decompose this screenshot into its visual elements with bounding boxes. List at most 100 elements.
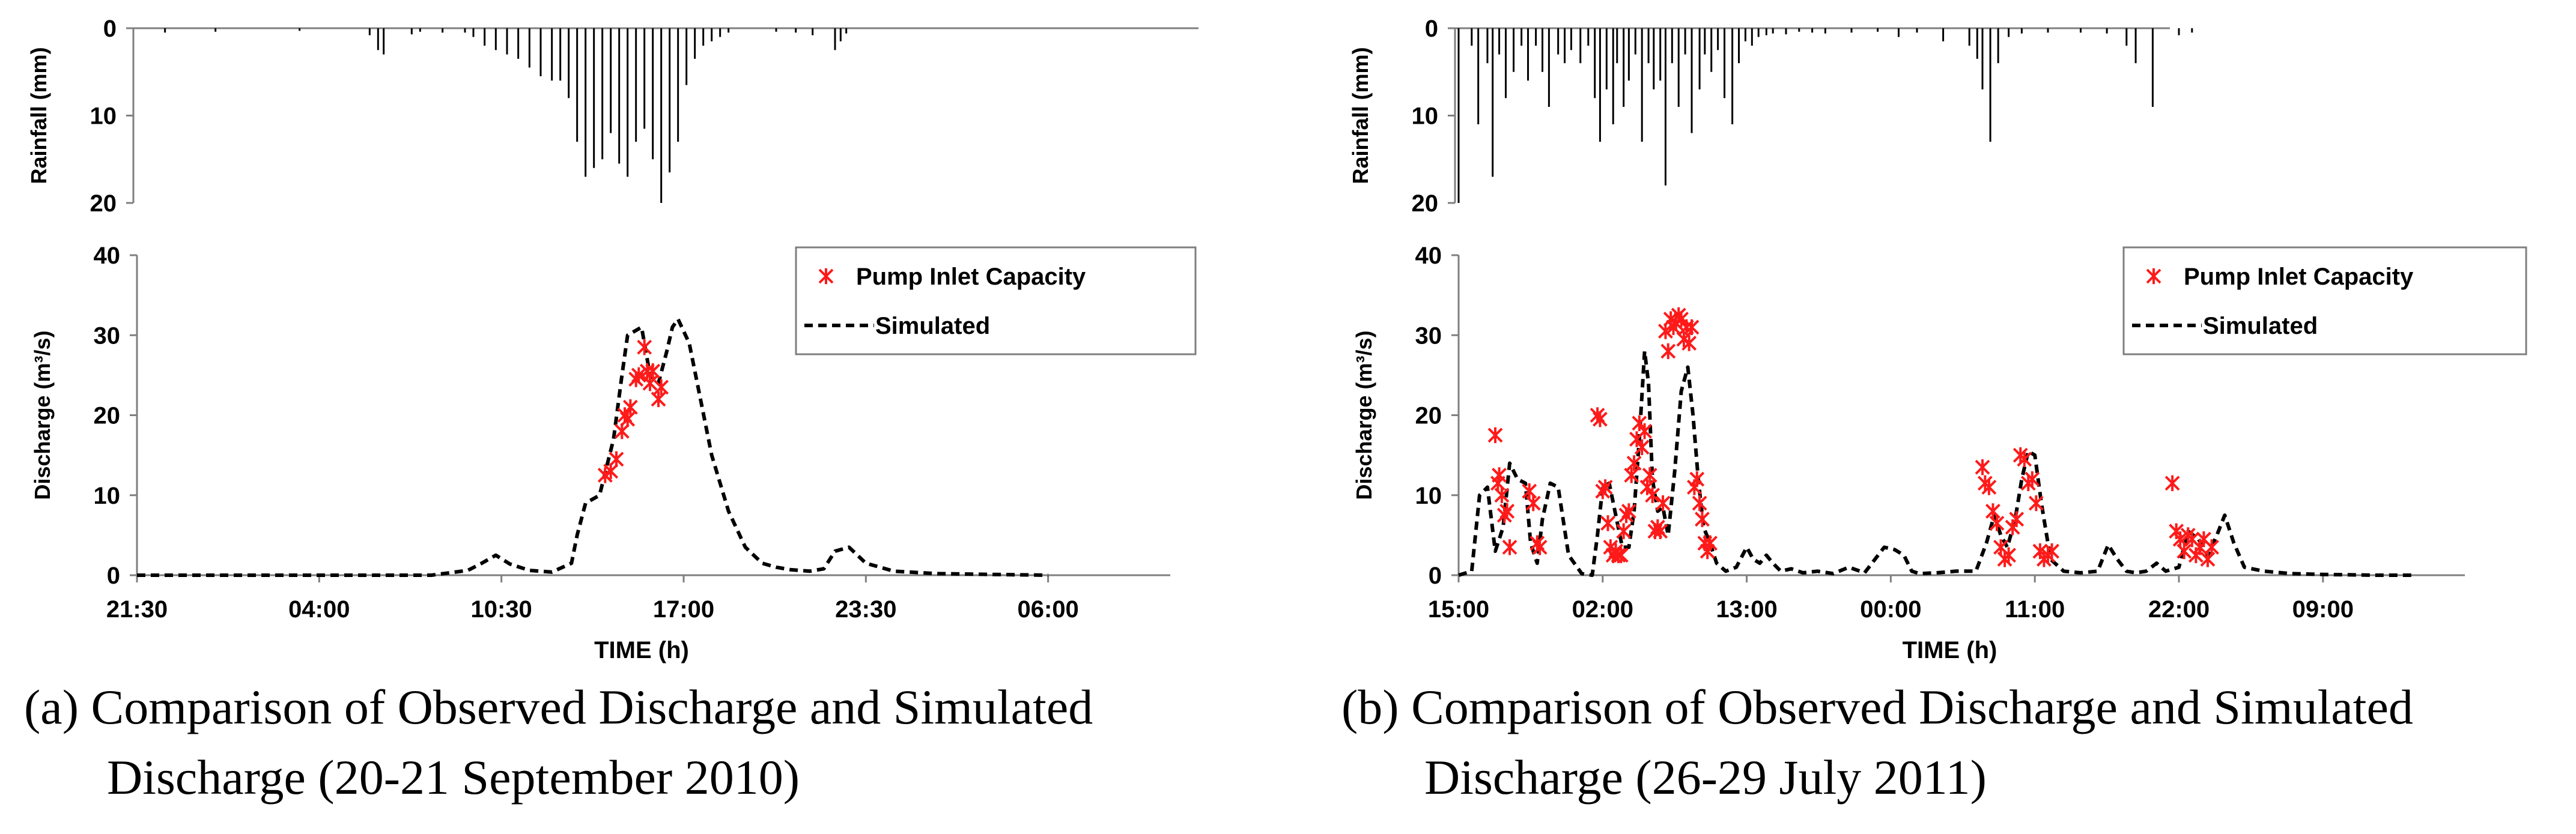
discharge-plot: 0 10 20 30 40 21:30 04:00 10:30 17:00 23:30 06:00 T… [30,243,1197,663]
legend-box [2122,246,2527,355]
observed-point [642,375,658,391]
observed-point [622,399,638,415]
observed-point [2001,547,2017,563]
observed-point [2025,471,2040,488]
observed-point [1600,515,1615,531]
discharge-y-tick-label: 0 [107,563,120,589]
observed-point [1487,427,1503,444]
observed-point [1532,539,1548,555]
discharge-x-tick-label: 04:00 [288,596,350,623]
rainfall-plot: 0 10 20 Rainfall (mm) [26,16,1198,217]
discharge-y-tick-label: 20 [94,403,121,429]
observed-point [1597,479,1613,495]
observed-point [2017,451,2032,467]
legend-observed-label: Pump Inlet Capacity [856,264,1086,290]
observed-point [1653,523,1668,539]
discharge-x-tick-label: 02:00 [1572,596,1633,623]
observed-point [1703,535,1718,551]
discharge-x-tick-label: 21:30 [106,596,168,623]
legend-observed-marker [818,268,834,285]
observed-point [2009,511,2025,527]
observed-point [2164,475,2180,491]
observed-point [1689,471,1705,488]
discharge-y-tick-label: 10 [1415,483,1442,509]
observed-point [654,379,669,396]
observed-point [631,367,646,384]
rainfall-y-axis-label: Rainfall (mm) [26,47,51,184]
discharge-y-axis-label: Discharge (m³/s) [30,330,55,500]
legend: Pump Inlet Capacity Simulated [795,246,1197,355]
discharge-y-axis-label: Discharge (m³/s) [1352,330,1376,500]
observed-point [1494,487,1510,503]
observed-point [1492,467,1507,483]
legend-box [795,246,1197,355]
discharge-x-tick-label: 09:00 [2292,596,2354,623]
observed-point [1613,547,1629,563]
observed-point [1975,459,1990,476]
simulated-series-line [1458,349,2415,577]
observed-point [1681,335,1697,351]
discharge-x-tick-label: 15:00 [1428,596,1489,623]
observed-point [1634,439,1650,455]
discharge-y-tick-label: 0 [1429,563,1442,589]
observed-point [1525,495,1541,512]
discharge-y-tick-label: 30 [1415,322,1442,349]
observed-point [1637,423,1652,440]
observed-point [645,363,661,379]
discharge-x-tick-label: 11:00 [2005,596,2065,623]
rainfall-y-tick-label: 10 [1412,103,1439,130]
observed-point [651,391,666,408]
legend-simulated-label: Simulated [2203,313,2318,339]
observed-point [1695,511,1710,527]
discharge-x-tick-label: 22:00 [2148,596,2210,623]
observed-point [1981,479,1997,495]
discharge-x-tick-label: 17:00 [653,596,714,623]
observed-point [2028,495,2044,512]
observed-point [2044,543,2059,560]
discharge-y-tick-label: 20 [1415,403,1442,429]
observed-point [1626,455,1642,471]
discharge-x-tick-label: 10:30 [471,596,532,623]
discharge-x-axis-label: TIME (h) [1903,637,1997,663]
caption-line-1: (b) Comparison of Observed Discharge and… [1341,680,2413,734]
observed-point [609,451,624,467]
discharge-x-tick-label: 06:00 [1018,596,1079,623]
observed-point [1692,495,1707,512]
observed-point [1624,467,1639,483]
observed-point [2177,543,2192,560]
discharge-x-tick-label: 13:00 [1716,596,1777,623]
observed-point [1645,487,1660,503]
discharge-y-tick-label: 30 [94,322,121,349]
caption-line-1: (a) Comparison of Observed Discharge and… [24,680,1093,734]
observed-point [637,339,652,355]
panel-b: 0 10 20 Rainfall (mm) 0 10 20 30 40 15:00 02:00 13:… [1341,16,2527,805]
discharge-y-tick-label: 40 [1415,243,1442,269]
observed-point [1655,495,1671,512]
rainfall-y-tick-label: 0 [1425,16,1438,42]
rainfall-y-tick-label: 20 [1412,190,1439,217]
discharge-x-tick-label: 00:00 [1860,596,1921,623]
legend: Pump Inlet Capacity Simulated [2122,246,2527,355]
discharge-y-tick-label: 40 [94,243,121,269]
legend-observed-marker [2146,268,2161,285]
observed-point [1621,503,1636,519]
panel-a: 0 10 20 Rainfall (mm) 0 10 20 30 40 21:30 04:00 10:… [24,16,1198,805]
legend-simulated-label: Simulated [875,313,990,339]
observed-point [1989,515,2005,531]
observed-point [1660,343,1676,360]
rainfall-y-tick-label: 10 [90,103,117,130]
observed-point [2204,539,2219,555]
observed-point [1642,467,1657,483]
caption-line-2: Discharge (26-29 July 2011) [1424,750,1987,805]
rainfall-y-tick-label: 0 [103,16,117,42]
observed-point [1616,523,1632,539]
rainfall-y-axis-label: Rainfall (mm) [1348,47,1373,184]
rainfall-y-tick-label: 20 [90,190,117,217]
legend-observed-label: Pump Inlet Capacity [2184,264,2414,290]
observed-point [620,411,636,428]
discharge-plot: 0 10 20 30 40 15:00 02:00 13:00 00:00 11:00 22:00 0… [1352,243,2527,663]
simulated-series-line [137,317,1048,577]
observed-point [1593,411,1608,428]
observed-point [1611,547,1626,563]
